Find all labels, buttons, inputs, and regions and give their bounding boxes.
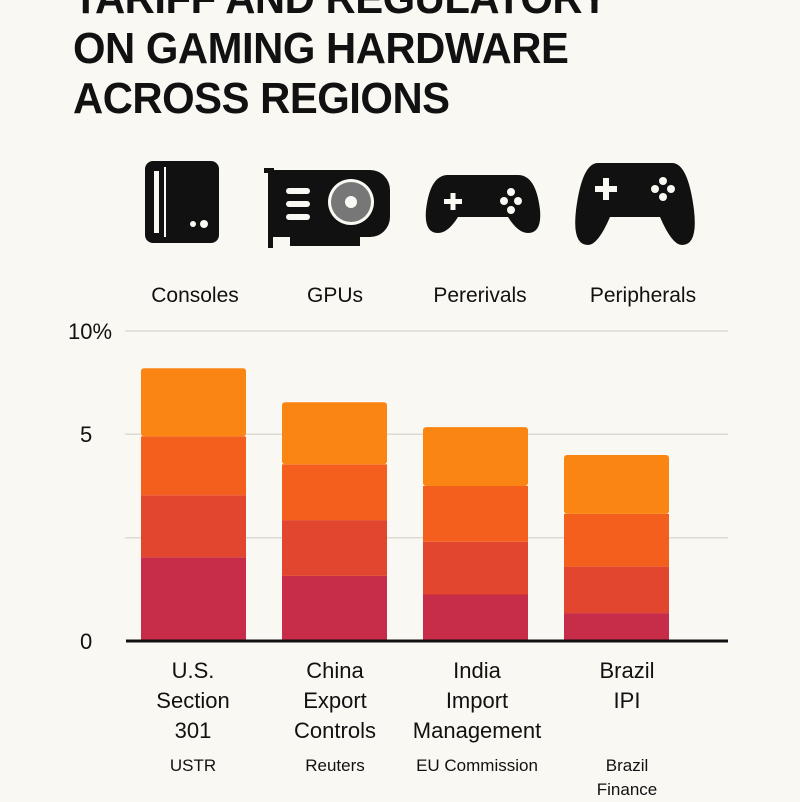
- y-tick-label: 10%: [68, 319, 112, 344]
- bar-segment: [423, 594, 528, 641]
- x-label-line: Management: [412, 718, 542, 743]
- gpu-icon: [264, 168, 390, 248]
- x-label-line: 301: [174, 718, 212, 743]
- chart-title: TARIFF AND REGULATORY ON GAMING HARDWARE…: [73, 0, 608, 124]
- bar-segment: [564, 455, 669, 514]
- x-category-label: Brazil IPI: [552, 656, 702, 716]
- bar-segment: [282, 402, 387, 465]
- y-tick-label: 0: [80, 629, 92, 654]
- bar-segment: [141, 368, 246, 437]
- x-label-line: U.S.: [171, 658, 215, 683]
- source-label: EU Commission: [397, 754, 557, 778]
- category-label: Consoles: [151, 284, 239, 307]
- x-label-line: Section: [156, 688, 230, 713]
- source-line: EU Commission: [416, 756, 538, 775]
- bar-segment: [282, 520, 387, 576]
- x-label-line: Brazil: [599, 658, 655, 683]
- bar-segment: [282, 464, 387, 521]
- x-category-label: U.S. Section 301: [118, 656, 268, 746]
- bar-segment: [141, 436, 246, 496]
- gamepad-icon: [425, 175, 541, 233]
- source-line: Brazil: [605, 756, 649, 775]
- title-line: ACROSS REGIONS: [73, 74, 450, 123]
- category-label: Pererivals: [433, 284, 527, 307]
- bar-segment: [564, 513, 669, 567]
- source-label: Reuters: [255, 754, 415, 778]
- x-category-label: China Export Controls: [260, 656, 410, 746]
- source-line: USTR: [169, 756, 217, 775]
- bar-segment: [423, 541, 528, 595]
- console-icon: [145, 161, 219, 243]
- title-line: TARIFF AND REGULATORY: [73, 0, 608, 24]
- source-line: Finance: [596, 780, 658, 799]
- x-label-line: India: [453, 658, 501, 683]
- bar-segment: [564, 613, 669, 641]
- x-category-label: India Import Management: [402, 656, 552, 746]
- source-label: Brazil Finance: [547, 754, 707, 802]
- bar-segment: [423, 486, 528, 542]
- bar-segment: [423, 427, 528, 486]
- y-tick-label: 5: [80, 422, 92, 447]
- x-label-line: China: [306, 658, 364, 683]
- x-label-line: Import: [445, 688, 509, 713]
- bar-segment: [564, 566, 669, 614]
- x-label-line: IPI: [613, 688, 641, 713]
- bar-segment: [141, 495, 246, 558]
- x-label-line: Export: [303, 688, 367, 713]
- bar-segment: [141, 557, 246, 641]
- category-label: Peripherals: [589, 284, 697, 307]
- x-label-line: Controls: [294, 718, 376, 743]
- title-line: ON GAMING HARDWARE: [73, 24, 569, 73]
- category-label: GPUs: [306, 284, 363, 307]
- bar-segment: [282, 575, 387, 641]
- source-label: USTR: [113, 754, 273, 778]
- gamepad-icon: [575, 163, 695, 245]
- source-line: Reuters: [305, 756, 365, 775]
